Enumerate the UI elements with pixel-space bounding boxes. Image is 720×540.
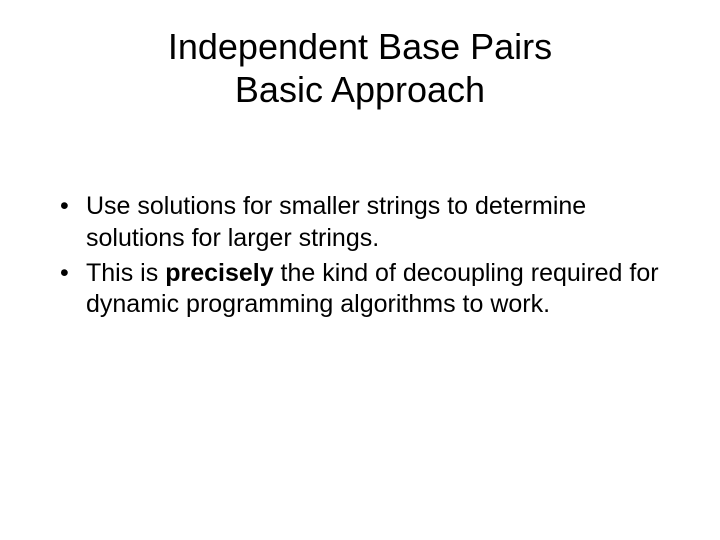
- title-line-1: Independent Base Pairs: [50, 25, 670, 68]
- bullet-list: Use solutions for smaller strings to det…: [58, 191, 670, 320]
- slide-title: Independent Base Pairs Basic Approach: [50, 25, 670, 111]
- bullet-text-bold: precisely: [165, 259, 273, 287]
- slide-content: Use solutions for smaller strings to det…: [50, 191, 670, 320]
- title-line-2: Basic Approach: [50, 68, 670, 111]
- bullet-text-pre: This is: [86, 259, 165, 287]
- slide-container: Independent Base Pairs Basic Approach Us…: [0, 0, 720, 540]
- bullet-item: Use solutions for smaller strings to det…: [58, 191, 670, 254]
- bullet-item: This is precisely the kind of decoupling…: [58, 258, 670, 321]
- bullet-text-pre: Use solutions for smaller strings to det…: [86, 192, 586, 251]
